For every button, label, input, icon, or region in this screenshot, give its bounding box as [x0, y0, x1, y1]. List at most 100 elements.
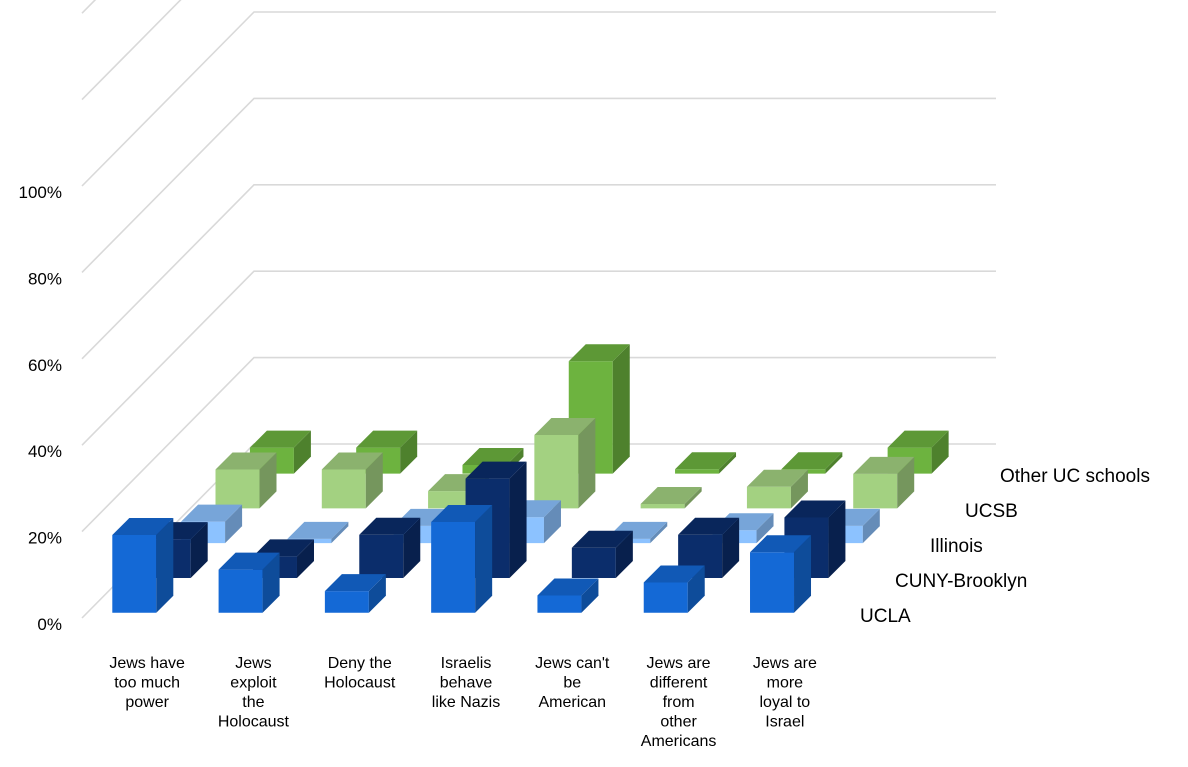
bar-side: [259, 452, 277, 509]
gridline: [81, 11, 996, 187]
bar-side: [403, 517, 421, 578]
bar-side: [543, 500, 561, 544]
bar-side: [719, 452, 737, 474]
y-axis: 0% 20% 40% 60% 80% 100%: [19, 183, 62, 634]
bar-front: [537, 595, 582, 613]
bar-side: [862, 508, 880, 544]
bar-front: [321, 469, 366, 509]
bar-side: [400, 430, 418, 474]
bar-side: [368, 574, 386, 613]
category-label-line: American: [538, 694, 606, 711]
bar-front: [112, 535, 157, 613]
bar-side: [615, 530, 633, 578]
bar-side: [509, 461, 527, 578]
bar-front: [640, 504, 685, 509]
bar-top: [356, 430, 418, 448]
bar-top: [537, 578, 599, 596]
bar-top: [462, 447, 524, 465]
bar-top: [321, 452, 383, 470]
bars: [112, 344, 949, 613]
bar-front: [675, 469, 720, 474]
bar-top: [431, 505, 493, 523]
category-label-line: like Nazis: [432, 694, 500, 711]
bar-front: [428, 491, 473, 509]
bar-side: [581, 578, 599, 613]
bar-top: [568, 344, 630, 362]
bar-top: [218, 552, 280, 570]
category-label-line: loyal to: [760, 694, 811, 711]
bar-front: [218, 569, 263, 613]
bar-top: [571, 530, 633, 548]
bar-side: [687, 565, 705, 613]
category-label-line: exploit: [230, 675, 277, 692]
bar-front: [750, 552, 795, 613]
bar-top: [534, 417, 596, 435]
category-label-line: Jews have: [109, 655, 185, 672]
bar: [640, 487, 702, 509]
bar-side: [794, 535, 812, 613]
bar-side: [756, 513, 774, 544]
bar-side: [650, 521, 668, 544]
bar: [324, 574, 386, 613]
bar-front: [215, 469, 260, 509]
category-label: Jews exploit the Holocaust: [218, 655, 290, 731]
bar-side: [612, 344, 630, 474]
category-label-line: Deny the: [328, 655, 392, 672]
category-label: Jews are different from other Americans: [641, 655, 717, 750]
bar-top: [249, 430, 311, 448]
bar-side: [331, 521, 349, 544]
bar-top: [252, 539, 314, 557]
category-label-line: more: [767, 675, 804, 692]
series-label: Other UC schools: [1000, 466, 1150, 487]
bar: [746, 469, 808, 509]
bar: [534, 417, 596, 509]
category-label-line: the: [242, 694, 264, 711]
series-label: Illinois: [930, 536, 983, 557]
bar-side: [475, 505, 493, 613]
bar: [112, 518, 174, 613]
bar-front: [746, 486, 791, 509]
bar-side: [293, 430, 311, 474]
bar-top: [324, 574, 386, 592]
series-label: UCLA: [860, 606, 911, 627]
bar-front: [431, 522, 476, 613]
category-label-line: Jews can't: [535, 655, 610, 672]
bar: [675, 452, 737, 474]
bar-side: [365, 452, 383, 509]
y-tick-label: 0%: [37, 615, 62, 634]
bar-side: [722, 517, 740, 578]
category-label-line: different: [650, 675, 708, 692]
bar: [359, 517, 421, 578]
category-label-line: too much: [114, 675, 180, 692]
category-label: Jews are more loyal to Israel: [753, 655, 817, 731]
bar-side: [578, 417, 596, 509]
gridline: [81, 97, 996, 273]
bar-side: [825, 452, 843, 474]
bar-top: [215, 452, 277, 470]
bar: [643, 565, 705, 613]
series-ucla: [112, 505, 812, 613]
category-label: Israelis behave like Nazis: [432, 655, 500, 711]
category-label-line: Jews are: [647, 655, 711, 672]
bar-side: [296, 539, 314, 578]
bar-side: [897, 456, 915, 509]
bar: [750, 535, 812, 613]
bar-side: [156, 518, 174, 613]
bar-top: [181, 504, 243, 522]
gridline: [81, 0, 182, 101]
bar-top: [359, 517, 421, 535]
bar: [678, 517, 740, 578]
bar: [571, 530, 633, 578]
bar-top: [746, 469, 808, 487]
series-label: CUNY-Brooklyn: [895, 571, 1027, 592]
bar-top: [465, 461, 527, 479]
bar-front: [359, 534, 404, 578]
y-tick-label: 80%: [28, 269, 62, 288]
category-label: Jews have too much power: [109, 655, 185, 711]
category-label-line: Israelis: [441, 655, 492, 672]
bar: [431, 505, 493, 613]
bar-top: [675, 452, 737, 470]
category-label-line: behave: [440, 675, 493, 692]
category-label-line: be: [563, 675, 581, 692]
category-label: Deny the Holocaust: [324, 655, 396, 692]
